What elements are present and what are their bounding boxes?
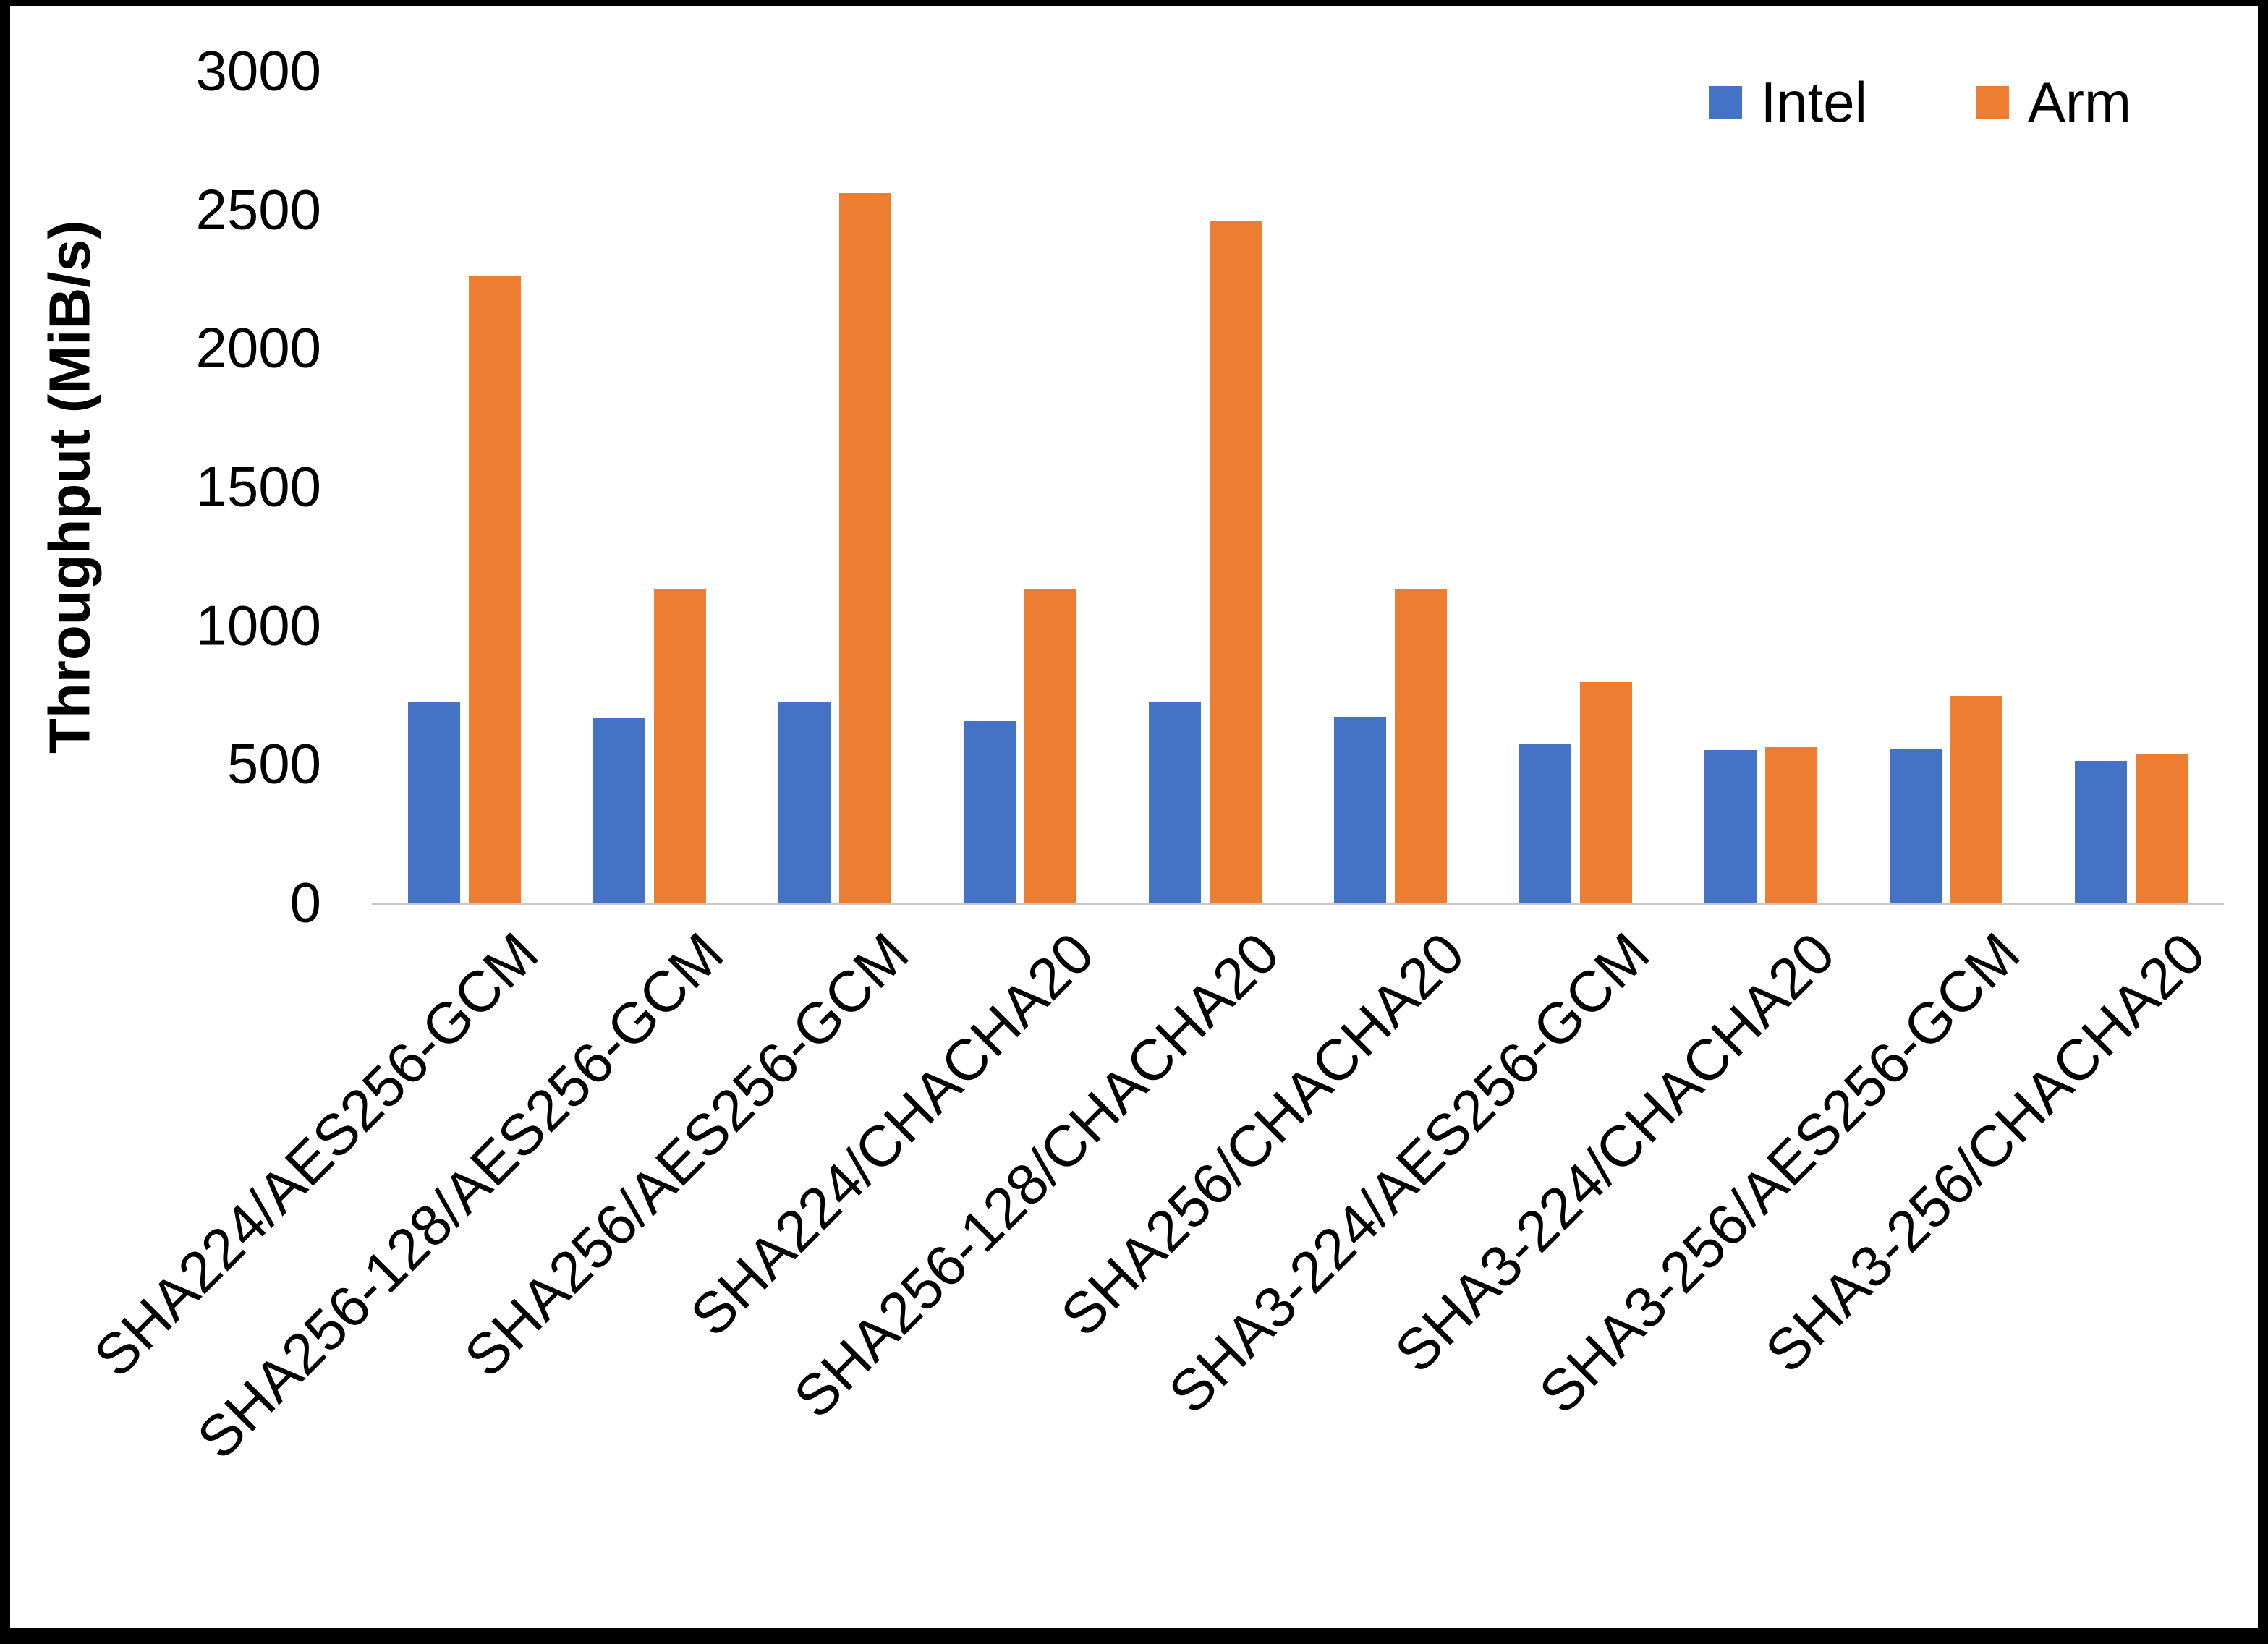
bar-intel [1149, 702, 1201, 903]
bar-arm [1765, 747, 1817, 903]
plot-area [372, 71, 2224, 905]
y-tick-label: 500 [226, 731, 321, 796]
bar-arm [839, 193, 891, 903]
legend-item-intel: Intel [1708, 69, 1868, 135]
chart-legend: Intel Arm [1708, 69, 2131, 135]
legend-swatch-intel [1708, 85, 1742, 119]
legend-item-arm: Arm [1976, 69, 2131, 135]
bar-intel [1890, 749, 1942, 903]
legend-label: Intel [1760, 70, 1868, 134]
bar-arm [1395, 589, 1447, 903]
bar-arm [1950, 696, 2002, 903]
y-tick-label: 0 [289, 870, 321, 934]
bar-arm [2136, 754, 2188, 903]
bar-intel [1334, 717, 1386, 903]
y-tick-label: 1500 [195, 454, 321, 519]
bar-intel [408, 702, 460, 903]
bar-arm [1024, 589, 1076, 903]
x-axis-category-labels: SHA224/AES256-GCM SHA256-128/AES256-GCM SH… [82, 920, 2224, 1556]
y-axis-tick-labels: 0 500 1000 1500 2000 2500 3000 [10, 39, 321, 934]
bar-intel [778, 702, 831, 903]
legend-swatch-arm [1976, 85, 2010, 119]
bar-intel [1519, 744, 1571, 903]
bar-intel [2075, 761, 2127, 903]
bar-intel [1704, 750, 1757, 903]
bar-arm [1210, 221, 1262, 903]
y-tick-label: 2500 [195, 177, 321, 242]
bar-intel [964, 721, 1016, 903]
y-tick-label: 3000 [195, 38, 321, 103]
bar-arm [654, 589, 706, 903]
legend-label: Arm [2028, 70, 2131, 134]
bar-intel [593, 718, 645, 903]
bar-arm [469, 276, 521, 903]
y-tick-label: 2000 [195, 315, 321, 380]
y-tick-label: 1000 [195, 593, 321, 657]
bar-arm [1580, 682, 1632, 903]
